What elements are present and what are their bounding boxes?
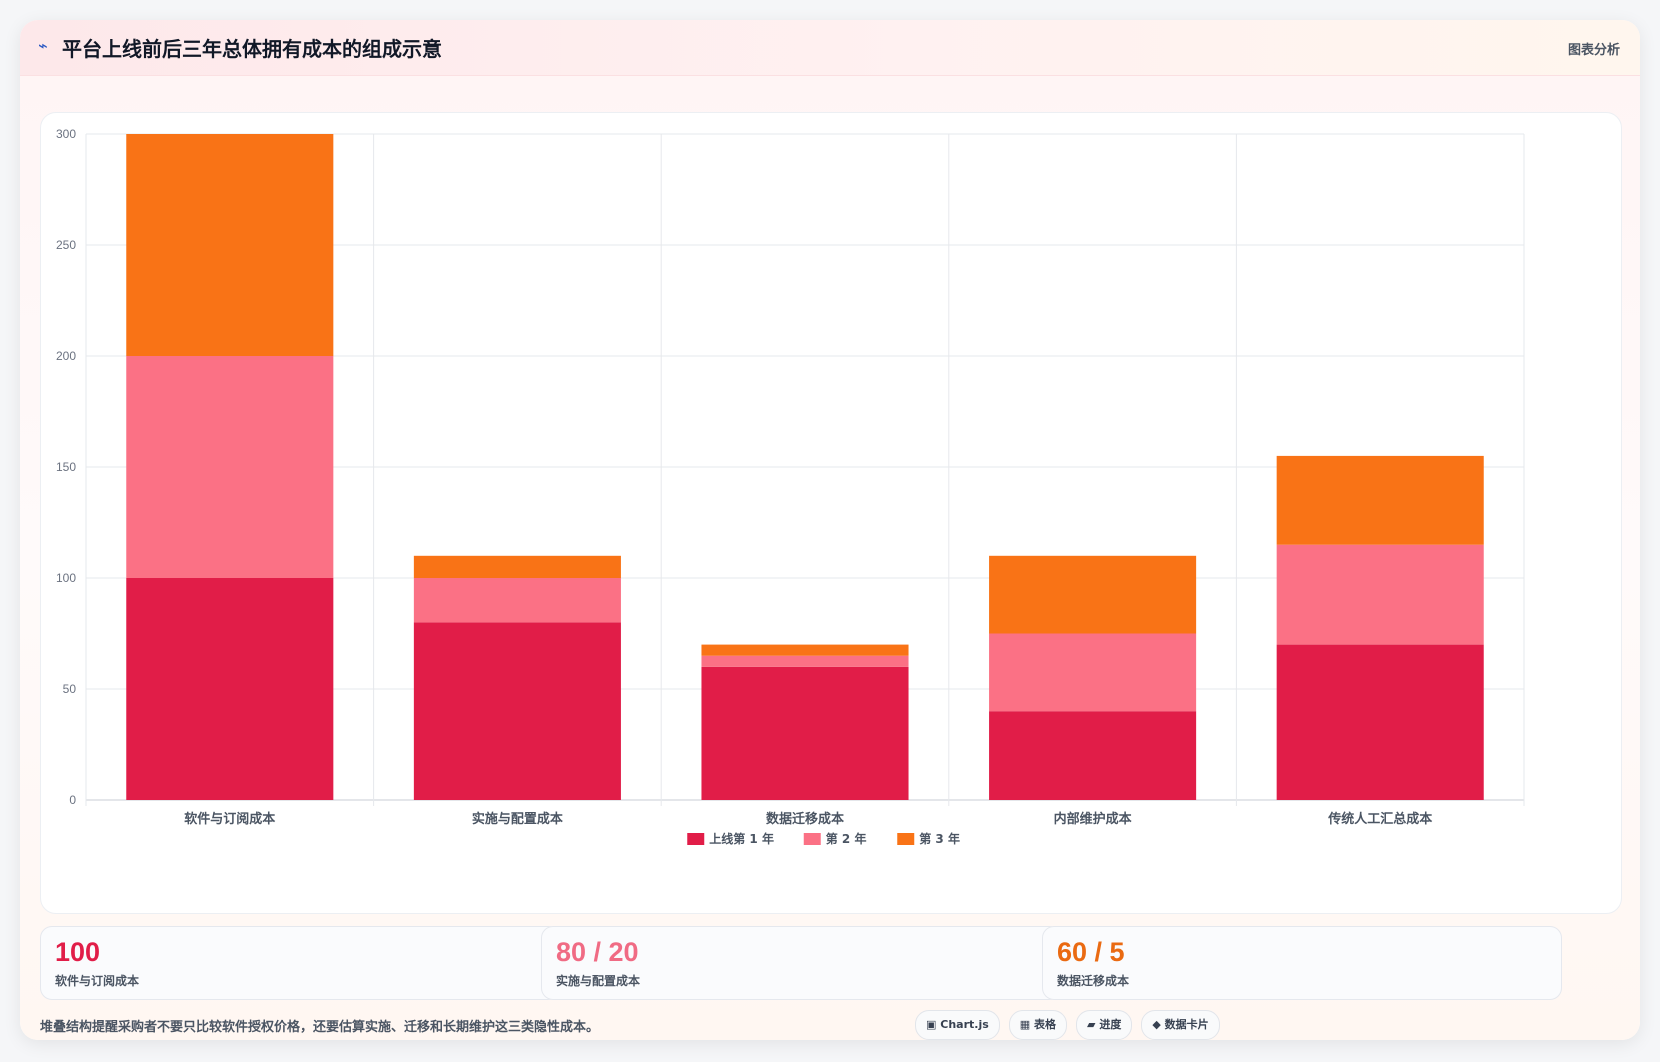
bar-segment xyxy=(989,711,1197,800)
bar-segment xyxy=(413,622,621,800)
bar-segment xyxy=(1276,644,1484,800)
kpi-card-2: 80 / 20 实施与配置成本 xyxy=(541,926,1061,1000)
tag-list: ▣ Chart.js ▦ 表格 ▰ 进度 ◆ 数据卡片 xyxy=(915,1010,1220,1040)
legend-label: 第 3 年 xyxy=(919,831,960,846)
legend-label: 第 2 年 xyxy=(826,831,867,846)
bar-segment xyxy=(701,655,909,667)
bar-segment xyxy=(126,134,334,356)
legend-label: 上线第 1 年 xyxy=(709,831,774,846)
kpi-card-3: 60 / 5 数据迁移成本 xyxy=(1042,926,1562,1000)
bar-segment xyxy=(126,578,334,800)
stacked-bar-chart: 0 50 100 150 200 250 300 软件与订阅成本 实施与配置成本 数据迁移成本 内部… xyxy=(56,127,1525,846)
page-title: 平台上线前后三年总体拥有成本的组成示意 xyxy=(62,37,442,61)
chart-box-icon: ▣ xyxy=(926,1018,937,1031)
tag-table[interactable]: ▦ 表格 xyxy=(1008,1010,1068,1040)
kpi-value: 100 xyxy=(55,937,101,967)
y-tick-label: 200 xyxy=(56,349,76,363)
tag-chartjs[interactable]: ▣ Chart.js xyxy=(915,1010,1000,1040)
kpi-label: 实施与配置成本 xyxy=(556,974,641,988)
bar-segment xyxy=(1276,544,1484,645)
chart-footnote: 堆叠结构提醒采购者不要只比较软件授权价格，还要估算实施、迁移和长期维护这三类隐性… xyxy=(40,1020,600,1035)
tag-label: 数据卡片 xyxy=(1164,1018,1209,1031)
tag-progress[interactable]: ▰ 进度 xyxy=(1076,1010,1133,1040)
bar-segment xyxy=(126,356,334,578)
tag-label: Chart.js xyxy=(940,1018,989,1031)
y-tick-label: 100 xyxy=(56,571,76,585)
legend-swatch xyxy=(687,833,705,845)
chart-card: ⌁ 平台上线前后三年总体拥有成本的组成示意 图表分析 0 50 100 150 200 2… xyxy=(20,20,1640,1040)
table-icon: ▦ xyxy=(1019,1018,1031,1031)
x-tick-label: 软件与订阅成本 xyxy=(184,811,275,827)
legend-swatch xyxy=(803,833,821,845)
kpi-card-1: 100 软件与订阅成本 xyxy=(40,926,560,1000)
y-tick-label: 50 xyxy=(63,682,77,696)
header-tag: 图表分析 xyxy=(1567,43,1620,58)
card-body: 0 50 100 150 200 250 300 软件与订阅成本 实施与配置成本 数据迁移成本 内部… xyxy=(20,76,1640,1040)
x-tick-label: 数据迁移成本 xyxy=(766,811,844,827)
bar-segment xyxy=(989,633,1197,712)
kpi-value: 60 / 5 xyxy=(1057,937,1125,967)
kpi-label: 软件与订阅成本 xyxy=(55,974,140,988)
bar-segment xyxy=(413,555,621,578)
y-tick-label: 300 xyxy=(56,127,76,141)
legend-swatch xyxy=(897,833,915,845)
x-tick-label: 内部维护成本 xyxy=(1054,811,1132,827)
y-tick-label: 0 xyxy=(69,793,76,807)
bar-segment xyxy=(413,578,621,623)
x-tick-label: 实施与配置成本 xyxy=(472,811,563,827)
card-header: ⌁ 平台上线前后三年总体拥有成本的组成示意 图表分析 xyxy=(20,20,1640,76)
chart-line-icon: ⌁ xyxy=(38,36,48,55)
tag-data-card[interactable]: ◆ 数据卡片 xyxy=(1141,1010,1220,1040)
bar-segment xyxy=(989,555,1197,634)
chart-panel: 0 50 100 150 200 250 300 软件与订阅成本 实施与配置成本 数据迁移成本 内部… xyxy=(40,112,1622,914)
kpi-value: 80 / 20 xyxy=(556,937,639,967)
progress-icon: ▰ xyxy=(1087,1018,1096,1031)
bar-segment xyxy=(701,666,909,800)
y-tick-label: 250 xyxy=(56,238,76,252)
y-tick-label: 150 xyxy=(56,460,76,474)
tag-label: 进度 xyxy=(1099,1018,1122,1031)
kpi-label: 数据迁移成本 xyxy=(1057,974,1130,988)
data-card-icon: ◆ xyxy=(1152,1018,1161,1031)
bar-segment xyxy=(1276,455,1484,545)
tag-label: 表格 xyxy=(1034,1018,1057,1031)
bar-segment xyxy=(701,644,909,656)
x-tick-label: 传统人工汇总成本 xyxy=(1327,811,1432,827)
